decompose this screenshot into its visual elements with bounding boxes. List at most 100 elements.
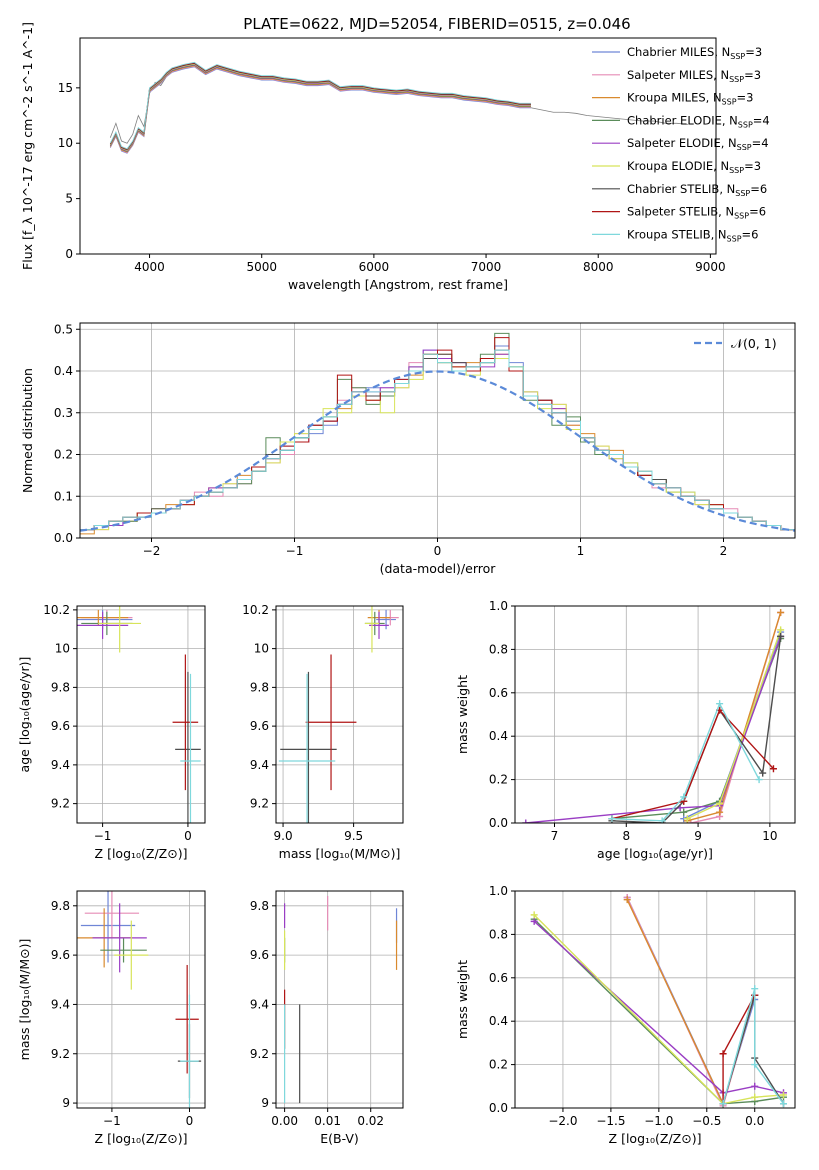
- y-tick-label: 9: [62, 1096, 70, 1110]
- mass-weight-marker: [779, 1091, 787, 1099]
- y-tick-label: 0.4: [54, 364, 73, 378]
- mass-weight-line: [533, 918, 784, 1105]
- y-axis-label: age [log₁₀(age/yr)]: [17, 657, 32, 773]
- legend-subscript: SSP: [738, 120, 753, 129]
- y-tick-label: 9.4: [250, 997, 269, 1011]
- mass-weight-marker: [777, 626, 785, 634]
- y-tick-label: 9.2: [250, 1047, 269, 1061]
- axes-frame: [514, 605, 796, 824]
- y-tick-label: 0.8: [489, 642, 508, 656]
- axes-frame: [76, 890, 206, 1109]
- y-tick-label: 0.0: [489, 1101, 508, 1115]
- mass-weight-marker: [658, 817, 666, 823]
- mass-weight-line: [690, 612, 782, 823]
- y-tick-label: 9.2: [51, 1047, 70, 1061]
- plot-area-mass-weight-vs-age: [522, 609, 785, 823]
- mass-weight-line: [611, 636, 782, 823]
- mass-weight-line: [533, 920, 784, 1094]
- legend-label: Salpeter STELIB, NSSP=6: [627, 205, 766, 221]
- error-bar-point: [77, 609, 129, 626]
- axes-frame: [514, 890, 796, 1109]
- mass-weight-marker: [687, 819, 695, 823]
- error-bar-point: [114, 920, 149, 990]
- frame-age-vs-mass: 9.0 9.5 9.2 9.4 9.6 9.8 10 10.2 mass [log₁₀(M/M⊙…: [242, 603, 404, 861]
- y-tick-label: 9.8: [250, 680, 269, 694]
- legend: 𝒩(0, 1): [694, 336, 777, 351]
- legend-label: Chabrier ELODIE, NSSP=4: [627, 113, 770, 129]
- legend-subscript: SSP: [737, 143, 752, 152]
- x-tick-label: 0: [186, 1114, 194, 1128]
- x-axis-label: E(B-V): [320, 1131, 359, 1146]
- mass-weight-marker: [777, 632, 785, 640]
- normal-curve-line: [80, 370, 795, 532]
- x-tick-label: 0.0: [745, 1114, 764, 1128]
- histogram-step-line: [80, 349, 795, 538]
- x-tick-label: 2: [720, 544, 728, 558]
- error-bar-point: [175, 964, 199, 1074]
- x-axis-label: (data-model)/error: [380, 561, 497, 576]
- legend-suffix: =3: [745, 45, 762, 59]
- spectrum-model-line: [109, 64, 531, 152]
- frame-mass-vs-EBV: 0.00 0.01 0.02 9 9.2 9.4 9.6 9.8 E(B-V): [250, 890, 404, 1146]
- y-tick-label: 9.4: [51, 758, 70, 772]
- error-bar-point: [364, 606, 380, 653]
- y-tick-label: 10: [55, 642, 70, 656]
- legend-subscript: SSP: [722, 98, 737, 107]
- x-axis-label: Z [log₁₀(Z/Z⊙)]: [95, 846, 188, 861]
- x-tick-label: 9.0: [274, 829, 293, 843]
- error-bar-point: [280, 671, 337, 823]
- plot-area-mass-weight-vs-Z: [530, 894, 787, 1108]
- figure-title: PLATE=0622, MJD=52054, FIBERID=0515, z=0…: [243, 15, 630, 33]
- mass-weight-marker: [719, 1100, 727, 1108]
- y-tick-label: 0.0: [489, 816, 508, 830]
- y-tick-label: 0.8: [489, 927, 508, 941]
- x-tick-label: 10: [762, 829, 777, 843]
- x-axis-label: wavelength [Angstrom, rest frame]: [288, 277, 508, 292]
- mass-weight-marker: [751, 985, 759, 993]
- y-tick-label: 9.4: [51, 997, 70, 1011]
- x-tick-label: 0.02: [357, 1114, 384, 1128]
- axes-frame: [275, 605, 404, 824]
- plot-area-spectrum: [109, 61, 688, 154]
- axes-frame: [275, 890, 404, 1109]
- mass-weight-marker: [751, 1082, 759, 1090]
- legend-suffix: =4: [752, 136, 769, 150]
- y-tick-label: 0.2: [489, 1058, 508, 1072]
- mass-weight-line: [722, 994, 785, 1105]
- axes-frame: [76, 605, 206, 824]
- x-tick-label: 5000: [246, 260, 277, 274]
- mass-weight-marker: [759, 769, 767, 777]
- frame-mass-weight-vs-age: 7 8 9 10 0.0 0.2 0.4 0.6 0.8 1.0 age [log₁₀(age/yr…: [455, 599, 796, 861]
- y-tick-label: 9.8: [51, 680, 70, 694]
- x-tick-label: 6000: [359, 260, 390, 274]
- legend-suffix: =6: [750, 182, 767, 196]
- x-tick-label: 9: [694, 829, 702, 843]
- error-bar-point: [305, 654, 357, 791]
- frame-spectrum: 4000 5000 6000 7000 8000 9000 0 5 10 15 wavelength…: [20, 22, 770, 292]
- y-axis-label: Flux [f_λ 10^-17 erg cm^-2 s^-1 A^-1]: [20, 22, 35, 270]
- mass-weight-marker: [755, 776, 763, 784]
- legend-label: Salpeter ELODIE, NSSP=4: [627, 136, 769, 152]
- x-tick-label: −2: [143, 544, 161, 558]
- legend-suffix: =6: [742, 227, 759, 241]
- x-tick-label: −1: [94, 829, 112, 843]
- legend-label: Kroupa ELODIE, NSSP=3: [627, 159, 761, 175]
- y-tick-label: 10.2: [242, 603, 269, 617]
- plot-area-mass-vs-EBV: [284, 895, 398, 1104]
- mass-weight-line: [611, 701, 760, 822]
- x-tick-label: 0.00: [271, 1114, 298, 1128]
- y-tick-label: 0.5: [54, 322, 73, 336]
- spectrum-model-line: [109, 65, 531, 154]
- mass-weight-line: [687, 612, 782, 822]
- y-axis-label: mass [log₁₀(M/M⊙)]: [17, 939, 32, 1061]
- x-tick-label: −1: [103, 1114, 121, 1128]
- mass-weight-marker: [769, 765, 777, 773]
- y-tick-label: 0.3: [54, 406, 73, 420]
- y-tick-label: 9.8: [51, 899, 70, 913]
- spectrum-model-line: [109, 62, 531, 150]
- y-tick-label: 1.0: [489, 884, 508, 898]
- mass-weight-line: [533, 914, 784, 1105]
- plot-area-age-vs-Z: [77, 606, 201, 823]
- y-tick-label: 10: [58, 136, 73, 150]
- y-tick-label: 9.6: [51, 719, 70, 733]
